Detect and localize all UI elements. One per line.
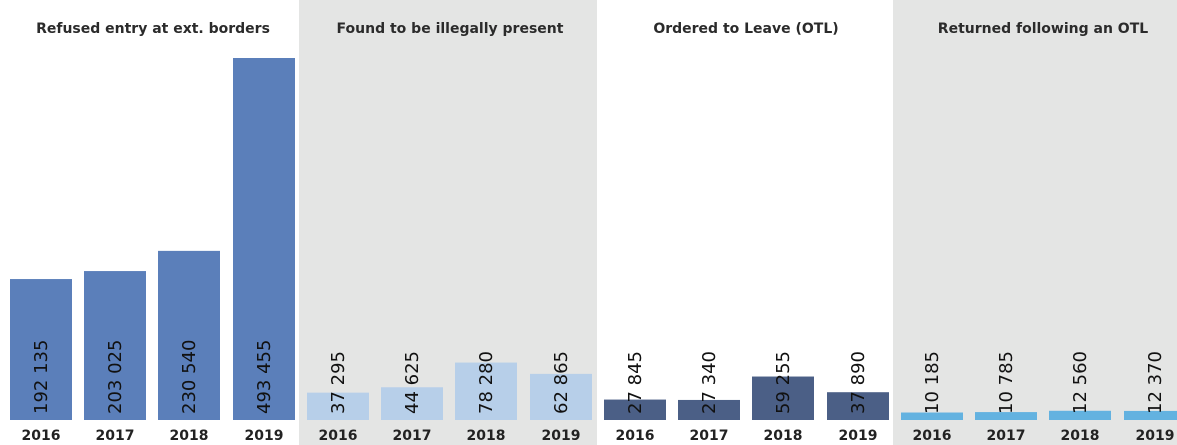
data-label-refused-entry-2018: 230 540 <box>179 340 200 414</box>
bar-ordered-to-leave-2016 <box>604 399 666 420</box>
x-tick-ordered-to-leave-2019: 2019 <box>839 428 878 444</box>
panel-title-illegally-present: Found to be illegally present <box>337 21 564 37</box>
data-label-illegally-present-2019: 62 865 <box>551 351 572 414</box>
data-label-illegally-present-2017: 44 625 <box>402 351 423 414</box>
data-label-returned-following-otl-2019: 12 370 <box>1145 351 1166 414</box>
bar-refused-entry-2018 <box>158 250 220 420</box>
data-label-ordered-to-leave-2017: 27 340 <box>699 351 720 414</box>
data-label-returned-following-otl-2016: 10 185 <box>922 351 943 414</box>
bar-illegally-present-2016 <box>307 392 369 420</box>
bars <box>10 58 1177 420</box>
data-label-refused-entry-2016: 192 135 <box>31 340 52 414</box>
x-tick-ordered-to-leave-2016: 2016 <box>616 428 655 444</box>
bar-returned-following-otl-2016 <box>901 412 963 420</box>
x-tick-illegally-present-2019: 2019 <box>542 428 581 444</box>
data-label-returned-following-otl-2017: 10 785 <box>996 351 1017 414</box>
x-tick-refused-entry-2018: 2018 <box>170 428 209 444</box>
bar-refused-entry-2019 <box>233 58 295 420</box>
panel-backgrounds <box>299 0 1177 445</box>
panel-title-ordered-to-leave: Ordered to Leave (OTL) <box>653 21 838 37</box>
bar-returned-following-otl-2019 <box>1124 410 1177 420</box>
data-label-illegally-present-2018: 78 280 <box>476 351 497 414</box>
panel-titles: Refused entry at ext. borders Found to b… <box>36 21 1148 37</box>
panel-title-returned-following-otl: Returned following an OTL <box>938 21 1148 37</box>
x-tick-illegally-present-2017: 2017 <box>393 428 432 444</box>
x-tick-ordered-to-leave-2018: 2018 <box>764 428 803 444</box>
data-labels: 192 135 203 025 230 540 493 455 37 295 44 625… <box>31 340 1166 414</box>
x-tick-refused-entry-2016: 2016 <box>22 428 61 444</box>
data-label-returned-following-otl-2018: 12 560 <box>1070 351 1091 414</box>
x-tick-returned-following-otl-2017: 2017 <box>987 428 1026 444</box>
data-label-refused-entry-2019: 493 455 <box>254 340 275 414</box>
data-label-ordered-to-leave-2018: 59 255 <box>773 351 794 414</box>
data-label-ordered-to-leave-2016: 27 845 <box>625 351 646 414</box>
bar-returned-following-otl-2018 <box>1049 410 1111 420</box>
x-tick-ordered-to-leave-2017: 2017 <box>690 428 729 444</box>
data-label-ordered-to-leave-2019: 37 890 <box>848 351 869 414</box>
x-tick-returned-following-otl-2019: 2019 <box>1136 428 1175 444</box>
bar-ordered-to-leave-2017 <box>678 399 740 420</box>
x-tick-refused-entry-2019: 2019 <box>245 428 284 444</box>
x-tick-refused-entry-2017: 2017 <box>96 428 135 444</box>
x-tick-returned-following-otl-2016: 2016 <box>913 428 952 444</box>
bar-illegally-present-2018 <box>455 362 517 420</box>
x-tick-illegally-present-2018: 2018 <box>467 428 506 444</box>
bar-refused-entry-2017 <box>84 271 146 420</box>
x-tick-labels: 2016 2017 2018 2019 2016 2017 2018 2019 2016 2017… <box>22 428 1175 444</box>
bar-illegally-present-2017 <box>381 387 443 420</box>
x-tick-illegally-present-2016: 2016 <box>319 428 358 444</box>
bar-ordered-to-leave-2019 <box>827 392 889 420</box>
data-label-illegally-present-2016: 37 295 <box>328 351 349 414</box>
bar-illegally-present-2019 <box>530 373 592 420</box>
x-tick-returned-following-otl-2018: 2018 <box>1061 428 1100 444</box>
data-label-refused-entry-2017: 203 025 <box>105 340 126 414</box>
panel-background-illegally-present <box>299 0 597 445</box>
bar-ordered-to-leave-2018 <box>752 376 814 420</box>
bar-returned-following-otl-2017 <box>975 412 1037 420</box>
panel-background-returned-following-otl <box>893 0 1177 445</box>
bar-refused-entry-2016 <box>10 279 72 420</box>
panel-title-refused-entry: Refused entry at ext. borders <box>36 21 270 37</box>
